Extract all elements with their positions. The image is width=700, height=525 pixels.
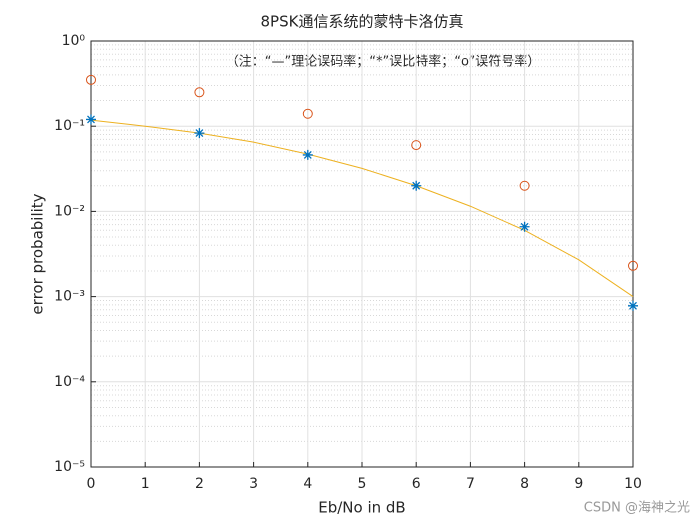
circle-marker (411, 140, 422, 151)
chart-title: 8PSK通信系统的蒙特卡洛仿真 (261, 13, 464, 31)
x-tick-label: 3 (249, 476, 258, 492)
circle-marker (628, 260, 638, 271)
star-marker (302, 149, 313, 160)
star-marker (628, 300, 638, 311)
y-tick-label: 10⁻¹ (54, 118, 85, 134)
y-tick-label: 10⁻³ (54, 289, 85, 305)
plot-frame (90, 40, 634, 468)
x-tick-label: 0 (87, 476, 96, 492)
x-tick-label: 1 (141, 476, 150, 492)
x-tick-label: 6 (412, 476, 421, 492)
x-tick-label: 4 (303, 476, 312, 492)
x-tick-label: 2 (195, 476, 204, 492)
y-tick-label: 10⁻⁵ (54, 459, 85, 475)
x-tick-label: 8 (520, 476, 529, 492)
y-axis-label: error probability (29, 193, 47, 314)
annotation: （注：“—”理论误码率；“*”误比特率；“o”误符号率） (226, 54, 540, 70)
star-marker (411, 180, 422, 191)
star-marker (194, 128, 205, 139)
circle-marker (194, 87, 205, 98)
circle-marker (86, 74, 96, 85)
y-tick-label: 10⁰ (62, 33, 86, 49)
watermark: CSDN @海神之光 (584, 501, 690, 516)
star-marker (519, 221, 530, 232)
y-tick-label: 10⁻⁴ (54, 374, 85, 390)
x-tick-label: 10 (624, 476, 642, 492)
circle-marker (519, 180, 530, 191)
circle-marker (302, 108, 313, 119)
x-axis-label: Eb/No in dB (318, 499, 405, 517)
x-tick-label: 5 (358, 476, 367, 492)
x-tick-label: 7 (466, 476, 475, 492)
y-tick-label: 10⁻² (54, 203, 85, 219)
star-marker (86, 114, 96, 125)
theory-line (90, 119, 634, 298)
x-tick-label: 9 (574, 476, 583, 492)
